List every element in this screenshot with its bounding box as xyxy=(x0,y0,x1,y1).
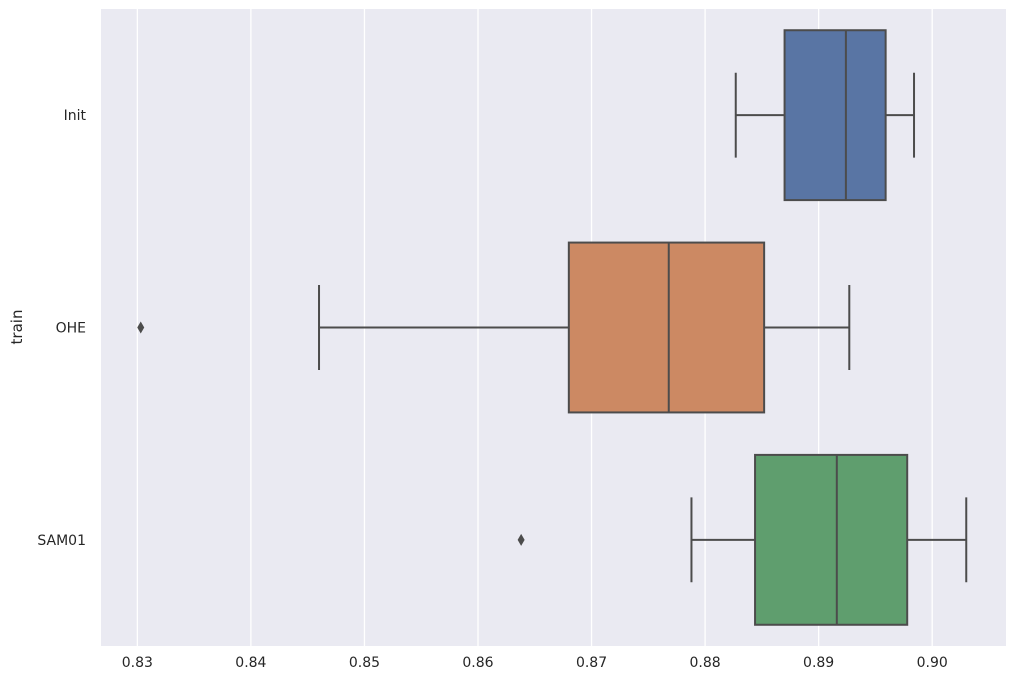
y-tick-label: Init xyxy=(64,108,87,124)
y-axis-label: train xyxy=(8,310,26,345)
x-tick-labels: 0.83 0.84 0.85 0.86 0.87 0.88 0.89 0.90 xyxy=(122,655,948,671)
box-sam01 xyxy=(754,453,909,626)
x-tick-label: 0.84 xyxy=(235,655,266,671)
box-ohe xyxy=(567,241,766,414)
x-tick-label: 0.83 xyxy=(122,655,153,671)
x-tick-label: 0.88 xyxy=(690,655,721,671)
box-series xyxy=(137,29,968,626)
outlier-point xyxy=(517,533,525,546)
outlier-point xyxy=(137,321,145,334)
x-tick-label: 0.87 xyxy=(576,655,607,671)
x-tick-label: 0.89 xyxy=(803,655,834,671)
y-tick-label: SAM01 xyxy=(37,533,86,549)
x-tick-label: 0.86 xyxy=(462,655,493,671)
y-tick-labels: Init OHE SAM01 xyxy=(37,108,86,549)
x-tick-label: 0.90 xyxy=(917,655,948,671)
y-tick-label: OHE xyxy=(56,321,86,337)
box-init xyxy=(783,29,887,202)
x-tick-label: 0.85 xyxy=(349,655,380,671)
